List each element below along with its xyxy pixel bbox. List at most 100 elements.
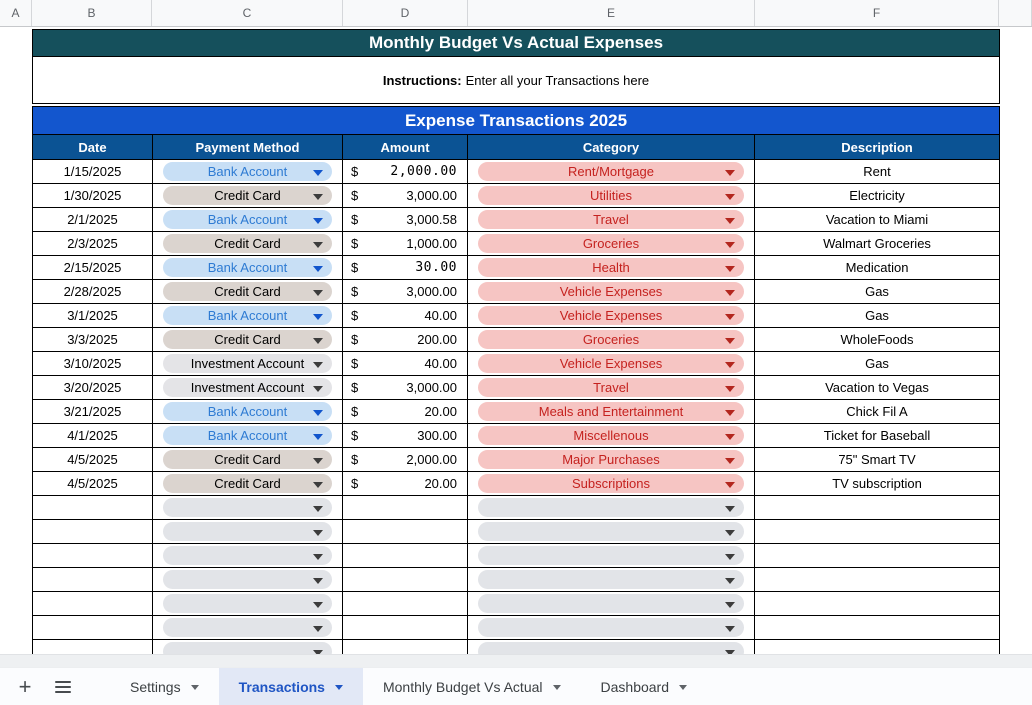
description-cell[interactable]: Walmart Groceries [823,236,931,251]
category-cell[interactable]: Rent/Mortgage [468,160,755,183]
header-date[interactable]: Date [33,135,153,159]
payment-dropdown[interactable]: Credit Card [163,282,332,301]
payment-dropdown[interactable]: Bank Account [163,258,332,277]
category-cell[interactable]: Vehicle Expenses [468,352,755,375]
description-cell[interactable]: Gas [865,308,889,323]
category-cell[interactable]: Vehicle Expenses [468,280,755,303]
date-cell[interactable]: 4/5/2025 [33,448,153,471]
description-cell[interactable]: WholeFoods [840,332,914,347]
tab-transactions[interactable]: Transactions [218,668,363,705]
category-cell[interactable]: Miscellenous [468,424,755,447]
amount-cell[interactable] [343,496,468,519]
description-cell[interactable]: Rent [863,164,891,179]
tab-monthly-budget-vs-actual[interactable]: Monthly Budget Vs Actual [363,668,581,705]
amount-cell[interactable]: $ 20.00 [343,400,468,423]
category-cell[interactable]: Vehicle Expenses [468,304,755,327]
amount-cell[interactable]: $ 1,000.00 [343,232,468,255]
date-cell[interactable]: 4/1/2025 [33,424,153,447]
category-dropdown[interactable]: Miscellenous [478,426,744,445]
category-cell[interactable] [468,640,755,654]
payment-cell[interactable]: Investment Account [153,352,343,375]
date-cell[interactable] [33,568,153,591]
payment-dropdown[interactable]: Bank Account [163,306,332,325]
amount-cell[interactable]: $ 2,000.00 [343,448,468,471]
column-header-overflow[interactable] [999,0,1032,26]
category-dropdown[interactable]: Rent/Mortgage [478,162,744,181]
description-cell[interactable]: Gas [865,284,889,299]
payment-dropdown[interactable] [163,594,332,613]
header-description[interactable]: Description [841,139,913,155]
column-header-a[interactable]: A [0,0,32,26]
category-cell[interactable]: Subscriptions [468,472,755,495]
description-cell[interactable]: Gas [865,356,889,371]
category-dropdown[interactable]: Major Purchases [478,450,744,469]
amount-cell[interactable]: $ 3,000.00 [343,376,468,399]
date-cell[interactable]: 1/15/2025 [33,160,153,183]
category-cell[interactable]: Groceries [468,328,755,351]
amount-cell[interactable] [343,616,468,639]
payment-dropdown[interactable]: Bank Account [163,426,332,445]
date-cell[interactable]: 3/20/2025 [33,376,153,399]
tab-settings[interactable]: Settings [110,668,219,705]
date-cell[interactable] [33,616,153,639]
amount-cell[interactable] [343,592,468,615]
category-cell[interactable] [468,592,755,615]
payment-dropdown[interactable] [163,546,332,565]
category-dropdown[interactable] [478,618,744,637]
category-cell[interactable] [468,520,755,543]
date-cell[interactable]: 3/3/2025 [33,328,153,351]
amount-cell[interactable]: $ 300.00 [343,424,468,447]
description-cell[interactable] [755,640,999,654]
column-header-e[interactable]: E [468,0,755,26]
category-dropdown[interactable]: Vehicle Expenses [478,354,744,373]
payment-dropdown[interactable] [163,642,332,654]
date-cell[interactable] [33,640,153,654]
description-cell[interactable] [755,520,999,543]
category-cell[interactable]: Meals and Entertainment [468,400,755,423]
date-cell[interactable]: 2/15/2025 [33,256,153,279]
column-header-b[interactable]: B [32,0,152,26]
payment-dropdown[interactable]: Credit Card [163,330,332,349]
column-header-f[interactable]: F [755,0,999,26]
category-cell[interactable]: Utilities [468,184,755,207]
amount-cell[interactable]: $ 3,000.58 [343,208,468,231]
category-cell[interactable]: Major Purchases [468,448,755,471]
date-cell[interactable] [33,520,153,543]
date-cell[interactable] [33,592,153,615]
payment-cell[interactable]: Bank Account [153,208,343,231]
payment-dropdown[interactable]: Credit Card [163,186,332,205]
category-dropdown[interactable] [478,522,744,541]
category-cell[interactable]: Travel [468,376,755,399]
category-dropdown[interactable]: Utilities [478,186,744,205]
category-dropdown[interactable] [478,570,744,589]
description-cell[interactable]: 75" Smart TV [838,452,916,467]
category-dropdown[interactable]: Health [478,258,744,277]
payment-dropdown[interactable]: Investment Account [163,354,332,373]
description-cell[interactable]: Ticket for Baseball [823,428,931,443]
date-cell[interactable]: 3/21/2025 [33,400,153,423]
amount-cell[interactable]: $ 200.00 [343,328,468,351]
payment-dropdown[interactable] [163,570,332,589]
payment-cell[interactable]: Credit Card [153,448,343,471]
payment-cell[interactable]: Credit Card [153,328,343,351]
payment-dropdown[interactable]: Bank Account [163,162,332,181]
tab-dashboard[interactable]: Dashboard [581,668,708,705]
header-amount[interactable]: Amount [343,135,468,159]
column-header-d[interactable]: D [343,0,468,26]
category-dropdown[interactable]: Vehicle Expenses [478,306,744,325]
date-cell[interactable] [33,496,153,519]
payment-cell[interactable] [153,544,343,567]
description-cell[interactable] [755,544,999,567]
amount-cell[interactable]: $ 40.00 [343,304,468,327]
payment-dropdown[interactable]: Credit Card [163,234,332,253]
category-dropdown[interactable]: Groceries [478,234,744,253]
category-dropdown[interactable] [478,498,744,517]
payment-cell[interactable]: Credit Card [153,280,343,303]
category-cell[interactable]: Groceries [468,232,755,255]
description-cell[interactable] [755,568,999,591]
date-cell[interactable]: 2/28/2025 [33,280,153,303]
payment-cell[interactable] [153,520,343,543]
amount-cell[interactable] [343,568,468,591]
amount-cell[interactable]: $ 3,000.00 [343,184,468,207]
date-cell[interactable]: 3/10/2025 [33,352,153,375]
